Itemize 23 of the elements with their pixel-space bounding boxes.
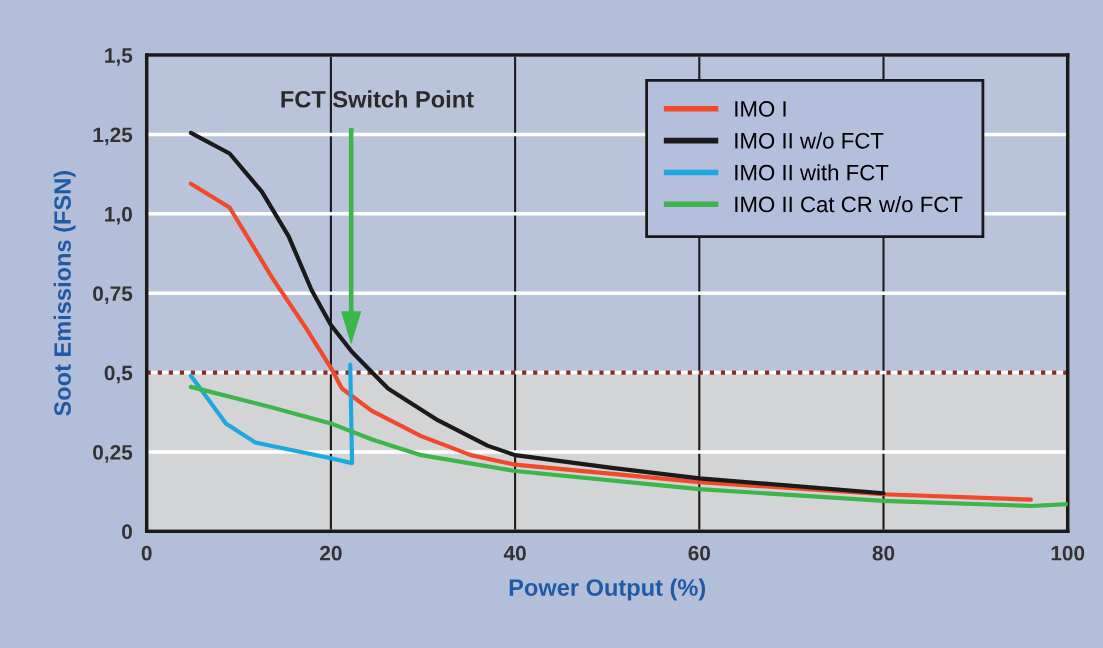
x-tick-label: 40 [503, 545, 526, 561]
line-series [188, 181, 1033, 502]
annotation: FCT Switch Point [281, 90, 474, 108]
x-tick-label: 60 [688, 545, 711, 561]
y-tick-label: 1,5 [105, 48, 133, 66]
legend-label: IMO II w/o FCT [735, 132, 884, 149]
x-tick-label: 20 [320, 545, 342, 561]
x-tick-label: 100 [1051, 545, 1085, 561]
y-tick-label: 0,75 [93, 286, 133, 304]
x-tick-label: 80 [872, 545, 895, 561]
line-series [188, 384, 1068, 509]
x-axis-title: Power Output (%) [509, 578, 706, 601]
y-tick-label: 1,25 [93, 127, 133, 146]
x-tick-label: 0 [141, 545, 152, 561]
y-tick-label: 0 [122, 524, 132, 540]
line-series [188, 362, 355, 466]
y-tick-label: 0,25 [93, 444, 133, 463]
legend-label: IMO II with FCT [735, 164, 889, 181]
y-axis-title: Soot Emissions (FSN) [53, 171, 76, 416]
legend-label: IMO II Cat CR w/o FCT [735, 195, 963, 213]
y-tick-label: 0,5 [104, 365, 133, 384]
legend-label: IMO I [735, 101, 786, 117]
y-tick-label: 1,0 [105, 206, 132, 225]
